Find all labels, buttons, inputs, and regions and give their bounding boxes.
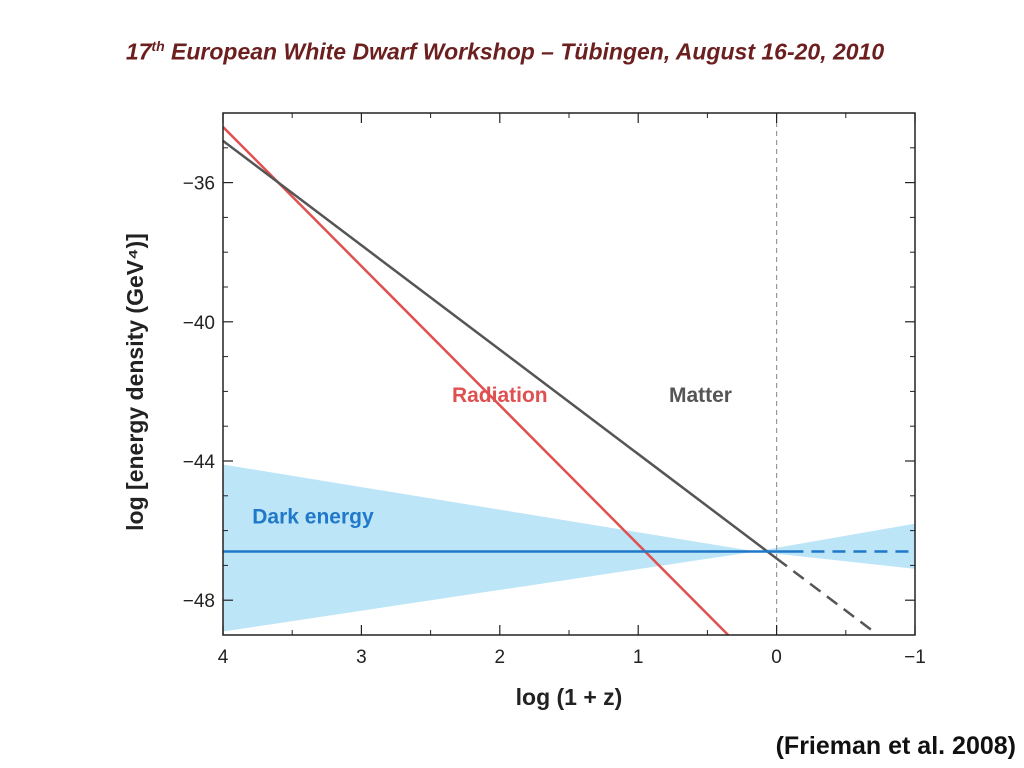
y-axis-label: log [energy density (GeV⁴)] <box>122 233 148 531</box>
x-tick-label: 0 <box>771 647 782 668</box>
plot-area: Radiation Matter Dark energy <box>223 113 915 635</box>
x-axis-label: log (1 + z) <box>516 684 623 710</box>
matter-line-solid <box>223 139 778 560</box>
dark-energy-label: Dark energy <box>252 506 374 529</box>
slide-header: 17th European White Dwarf Workshop – Tüb… <box>0 38 1010 66</box>
y-tick-label: −40 <box>183 313 215 334</box>
x-tick-label: 2 <box>495 647 506 668</box>
x-tick-label: 4 <box>218 647 229 668</box>
matter-label: Matter <box>669 384 732 407</box>
x-tick-label: 1 <box>633 647 644 668</box>
x-tick-label: 3 <box>356 647 367 668</box>
dark-energy-band <box>223 464 915 632</box>
axes: 4 3 2 1 0 −1 −36 −40 −44 −48 log (1 + z) log [energ… <box>122 112 926 710</box>
y-tick-label: −48 <box>183 591 215 612</box>
y-tick-label: −36 <box>183 174 215 195</box>
header-number: 17 <box>125 38 152 65</box>
x-tick-label: −1 <box>904 647 926 668</box>
y-tick-label: −44 <box>183 452 216 473</box>
radiation-label: Radiation <box>452 384 548 407</box>
citation: (Frieman et al. 2008) <box>775 732 1016 760</box>
header-text: European White Dwarf Workshop – Tübingen… <box>164 38 885 65</box>
matter-line-dashed <box>775 557 875 633</box>
header-superscript: th <box>151 38 165 54</box>
